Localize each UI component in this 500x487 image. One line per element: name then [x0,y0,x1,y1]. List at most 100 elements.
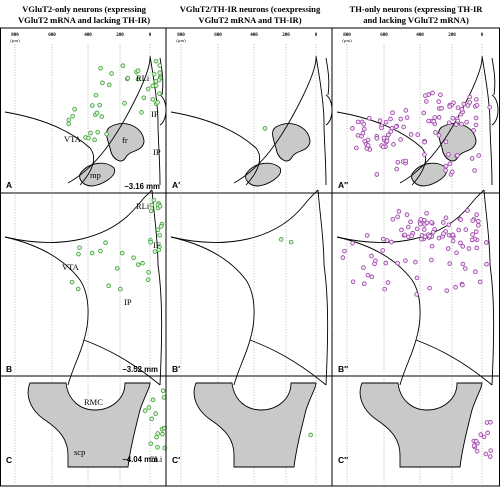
th-neuron-dot [421,227,427,232]
level-row3: −4.04 mm [122,455,158,464]
th-neuron-dot [462,266,468,271]
th-neuron-dot [459,121,464,127]
th-neuron-dot [443,139,449,145]
vglut2-neuron-dot [135,262,141,268]
th-neuron-dot [456,227,462,233]
vglut2-neuron-dot [157,70,163,76]
th-neuron-dot [484,261,489,267]
vglut2-neuron-dot [72,107,77,112]
th-neuron-dot [458,217,463,222]
th-neuron-dot [369,253,374,259]
th-neuron-dot [436,133,442,138]
label-fr-a: fr [122,135,128,145]
th-neuron-dot [474,448,480,454]
th-neuron-dot [355,133,361,138]
panel-B-double-prime [336,189,495,386]
level-labels: −3.16 mm −3.52 mm −4.04 mm [122,182,160,464]
th-neuron-dot [374,136,380,141]
th-neuron-dot [350,126,355,131]
label-if-a: IF [151,109,159,119]
vglut2-neuron-dot [70,113,75,119]
vglut2-neuron-dot [151,71,157,77]
vglut2-neuron-dot [77,245,82,250]
th-neuron-dot [421,110,427,116]
th-neuron-dot [471,128,477,133]
th-neuron-dot [380,236,386,242]
th-neuron-dot [396,209,402,214]
vglut2-neuron-dot [66,117,72,123]
panel-label-a-prime: A′ [172,180,180,190]
th-neuron-dot [399,227,404,233]
label-vta-b: VTA [62,262,80,272]
th-neuron-dot [426,118,431,124]
th-neuron-dot [455,153,460,158]
th-neuron-dot [390,110,395,116]
th-neuron-dot [450,115,456,121]
vglut2-neuron-dot [106,283,112,289]
th-neuron-dot [406,224,411,230]
th-neuron-dot [418,221,423,227]
scale-bar-labels: 800 600 400 200 0(µm)800 600 400 200 0(µm)800 600… [10,33,483,43]
level-row1: −3.16 mm [124,182,160,191]
vglut2-neuron-dot [120,63,126,69]
vglut2-neuron-dot [66,121,71,127]
th-neuron-dot [384,238,390,243]
scale-unit-label: (µm) [176,38,186,43]
th-neuron-dot [422,139,427,145]
th-neuron-dot [427,285,432,291]
scale-tick-label: 800 [177,33,185,38]
th-neuron-dot [464,119,469,125]
th-neuron-dot [447,261,453,266]
col-title-coexpressing-line1: VGluT2/TH-IR neurons (coexpressing [180,4,321,14]
vglut2-neuron-dot [131,255,136,261]
th-neuron-dot [383,119,389,125]
vglut2-neuron-dot [141,95,147,101]
th-neuron-dot [384,138,390,144]
vglut2-neuron-dot [146,270,151,275]
th-neuron-dot [443,168,448,173]
th-neuron-dot [380,248,386,253]
th-neuron-dot [394,166,399,172]
label-cli-c: CLi [149,454,163,464]
vglut2-neuron-dot [142,408,148,414]
th-neuron-dot [373,258,378,264]
label-mp-a: mp [90,170,101,180]
th-neuron-dot [361,281,367,287]
th-neuron-dot [350,279,356,285]
th-neuron-dot [391,142,396,147]
th-neuron-dot [432,115,438,120]
th-neuron-dot [415,132,421,137]
scale-tick-label: 400 [250,33,258,38]
th-neuron-dot [487,454,493,459]
vglut2-neuron-dot [161,395,167,400]
vglut2-neuron-dot [150,83,156,89]
th-neuron-dot [476,219,481,224]
vglut2-neuron-dot [100,80,105,86]
th-neuron-dot [472,168,477,173]
th-neuron-dot [467,100,473,105]
vglut2-neuron-dot [92,137,97,143]
th-neuron-dot [487,104,492,110]
th-neuron-dot [441,231,446,236]
neuron-marks [66,58,494,459]
vglut2-neuron-dot [86,135,91,141]
th-neuron-dot [474,245,479,251]
th-neuron-dot [470,218,476,223]
label-rli-b: RLi [136,201,150,211]
th-neuron-dot [342,248,347,254]
vglut2-neuron-dot [262,126,268,131]
vglut2-neuron-dot [146,405,152,410]
vglut2-neuron-dot [98,248,103,254]
th-neuron-dot [430,90,435,96]
scale-tick-label: 400 [416,33,424,38]
vglut2-neuron-dot [149,202,155,208]
th-neuron-dot [403,108,409,113]
th-neuron-dot [381,135,387,141]
vglut2-neuron-dot [135,68,141,74]
scale-tick-label: 200 [116,33,124,38]
vglut2-neuron-dot [150,97,156,102]
th-neuron-dot [436,99,442,104]
th-neuron-dot [365,143,371,148]
th-neuron-dot [390,216,396,222]
th-neuron-dot [469,156,475,161]
